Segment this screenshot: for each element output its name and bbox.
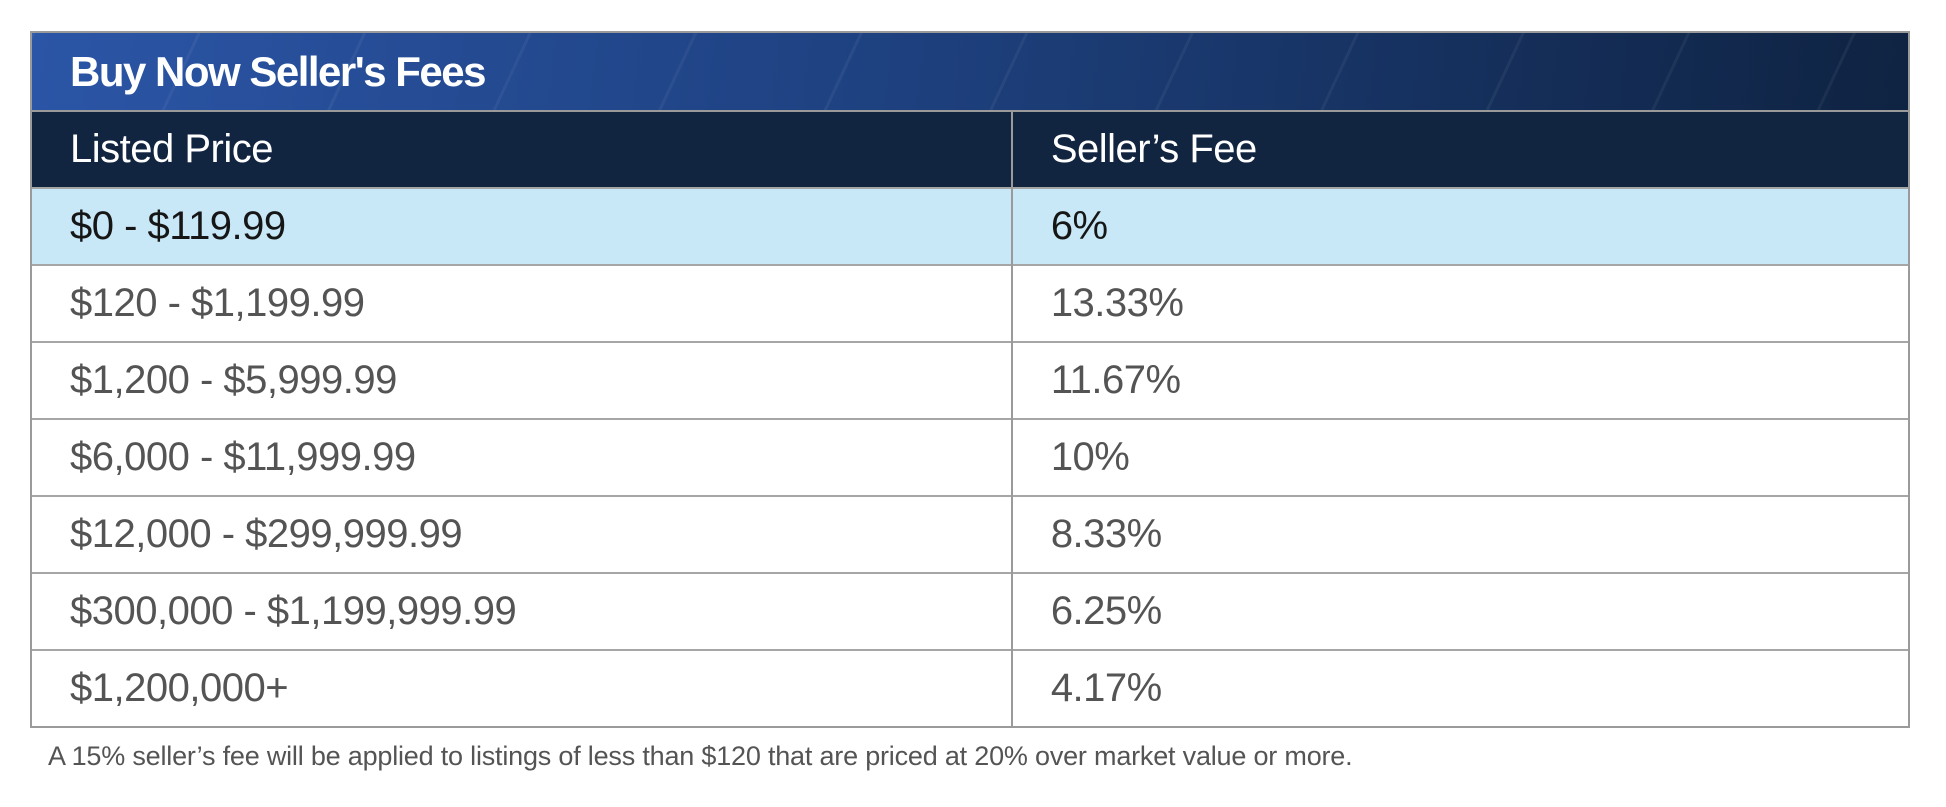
sellers-fee-cell: 4.17% (1010, 649, 1908, 726)
table-row: $12,000 - $299,999.99 8.33% (32, 495, 1908, 573)
sellers-fee-cell: 6.25% (1010, 572, 1908, 650)
buy-now-sellers-fees-panel: Buy Now Seller's Fees Listed Price Selle… (30, 31, 1910, 728)
listed-price-cell: $6,000 - $11,999.99 (32, 418, 1012, 496)
sellers-fee-cell: 11.67% (1010, 341, 1908, 419)
fees-table: Listed Price Seller’s Fee $0 - $119.99 6… (32, 110, 1908, 726)
panel-title: Buy Now Seller's Fees (70, 47, 487, 95)
listed-price-cell: $300,000 - $1,199,999.99 (32, 572, 1012, 650)
table-row: $300,000 - $1,199,999.99 6.25% (32, 572, 1908, 650)
header-row: Listed Price Seller’s Fee (32, 110, 1908, 188)
sellers-fee-cell: 10% (1010, 418, 1908, 496)
listed-price-cell: $120 - $1,199.99 (32, 264, 1012, 342)
footnote: A 15% seller’s fee will be applied to li… (48, 741, 1353, 771)
column-header-sellers-fee: Seller’s Fee (1010, 110, 1908, 188)
listed-price-cell: $0 - $119.99 (32, 187, 1012, 265)
table-row: $6,000 - $11,999.99 10% (32, 418, 1908, 496)
fees-table-body: $0 - $119.99 6% $120 - $1,199.99 13.33% … (32, 187, 1908, 726)
sellers-fee-cell: 6% (1010, 187, 1908, 265)
table-row: $120 - $1,199.99 13.33% (32, 264, 1908, 342)
panel-title-bar: Buy Now Seller's Fees (32, 33, 1908, 110)
listed-price-cell: $12,000 - $299,999.99 (32, 495, 1012, 573)
table-row: $1,200 - $5,999.99 11.67% (32, 341, 1908, 419)
table-row: $0 - $119.99 6% (32, 187, 1908, 265)
listed-price-cell: $1,200,000+ (32, 649, 1012, 726)
fees-table-header: Listed Price Seller’s Fee (32, 110, 1908, 188)
table-row: $1,200,000+ 4.17% (32, 649, 1908, 726)
sellers-fee-cell: 8.33% (1010, 495, 1908, 573)
sellers-fee-cell: 13.33% (1010, 264, 1908, 342)
listed-price-cell: $1,200 - $5,999.99 (32, 341, 1012, 419)
column-header-listed-price: Listed Price (32, 110, 1012, 188)
